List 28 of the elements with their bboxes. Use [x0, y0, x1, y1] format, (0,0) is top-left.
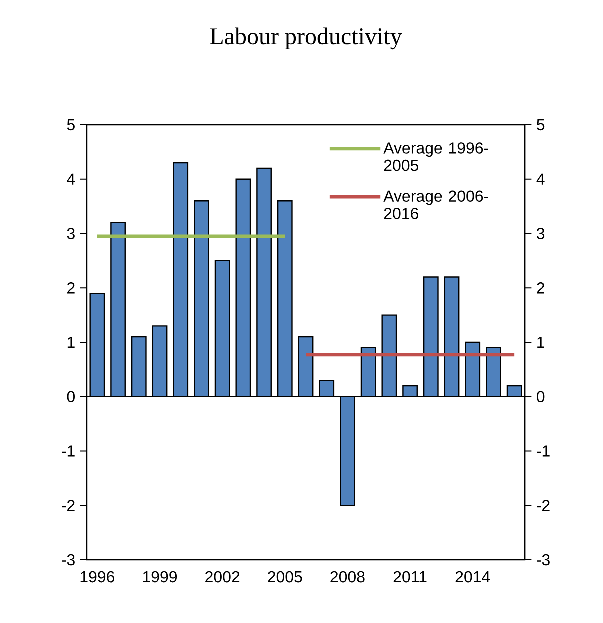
- y-tick-label: 3: [67, 228, 75, 240]
- y-tick-label: 5: [67, 119, 75, 131]
- y-tick-label: -1: [62, 446, 75, 457]
- chart-title: Labour productivity: [210, 28, 402, 50]
- x-tick-label: 2005: [268, 571, 302, 583]
- x-tick-label: 1999: [143, 571, 178, 583]
- x-tick-label: 2011: [394, 571, 427, 583]
- legend-label: Average 2006-2016: [384, 190, 488, 220]
- y-tick-label: -3: [62, 554, 75, 566]
- legend-label: Average 1996-2005: [384, 142, 488, 172]
- y2-tick-label: -2: [537, 500, 550, 512]
- y2-tick-label: -3: [537, 554, 550, 566]
- y2-tick-label: 3: [536, 228, 545, 240]
- y-tick-label: 2: [68, 282, 75, 294]
- y2-tick-label: 1: [538, 337, 544, 348]
- x-tick-label: 2014: [456, 571, 490, 583]
- x-tick-label: 2008: [330, 571, 365, 583]
- y-tick-label: 0: [67, 391, 76, 403]
- y2-tick-label: 2: [537, 282, 544, 294]
- y2-tick-label: 5: [537, 119, 545, 131]
- y-tick-label: 4: [67, 174, 76, 185]
- x-tick-label: 2002: [206, 571, 240, 583]
- y2-tick-label: 4: [536, 174, 545, 185]
- x-tick-label: 1996: [80, 571, 115, 583]
- y2-tick-label: 0: [537, 391, 545, 403]
- y2-tick-label: -1: [537, 446, 550, 457]
- y-tick-label: 1: [68, 337, 75, 348]
- y-tick-label: -2: [62, 500, 75, 512]
